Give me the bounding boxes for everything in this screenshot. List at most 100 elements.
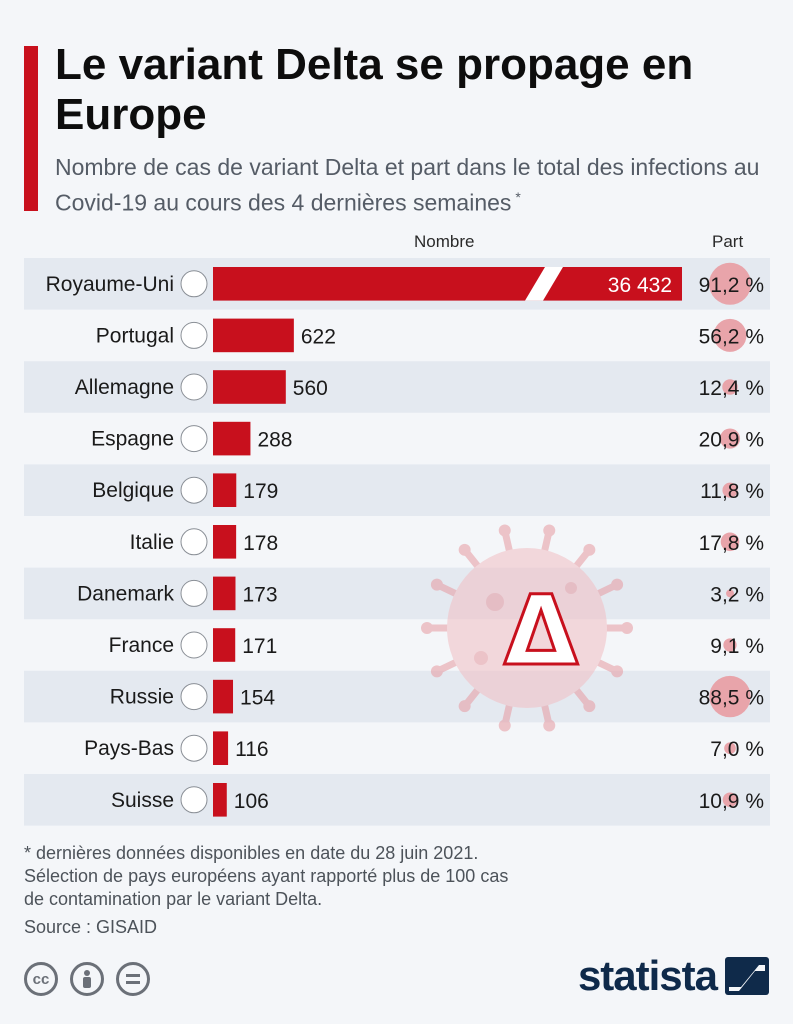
virus-spike-tip: [621, 622, 633, 634]
title-accent-bar: [24, 46, 38, 211]
footnote: * dernières données disponibles en date …: [24, 842, 764, 911]
share-circle: [720, 532, 740, 552]
category-label: Portugal: [96, 324, 174, 347]
column-header-share: Part: [712, 232, 744, 251]
footnote-line: de contamination par le variant Delta.: [24, 889, 323, 909]
category-label: Belgique: [92, 479, 174, 502]
bar: [213, 525, 237, 559]
share-circle: [724, 742, 736, 755]
bar: [213, 318, 294, 353]
virus-spike-tip: [430, 578, 443, 591]
source-note: Source : GISAID: [24, 917, 158, 937]
share-circle: [722, 792, 738, 808]
virus-spike-tip: [583, 700, 596, 713]
category-label: Royaume-Uni: [46, 273, 174, 296]
virus-spike-tip: [458, 700, 471, 713]
virus-spike-tip: [458, 543, 471, 556]
value-label: 154: [240, 687, 275, 710]
category-label: Russie: [110, 686, 174, 709]
virus-spike-tip: [421, 622, 433, 634]
share-label: 9,1 %: [710, 635, 764, 658]
person-icon[interactable]: [70, 962, 104, 996]
share-label: 11,8 %: [700, 480, 764, 503]
share-label: 3,2 %: [710, 583, 764, 606]
value-label: 288: [257, 429, 292, 452]
value-label: 116: [235, 738, 268, 761]
share-label: 10,9 %: [699, 790, 764, 813]
subtitle-text: Nombre de cas de variant Delta et part d…: [55, 154, 760, 216]
share-circle: [709, 675, 751, 718]
license-icons: cc: [24, 962, 150, 996]
statista-logo[interactable]: statista: [578, 952, 769, 1000]
virus-spot: [565, 582, 577, 594]
row-stripe: [24, 567, 770, 620]
bar: [213, 731, 229, 765]
bar: [213, 783, 227, 817]
row-stripe: [24, 670, 770, 723]
share-label: 12,4 %: [699, 377, 764, 400]
value-label: 178: [243, 532, 278, 555]
value-label: 179: [243, 480, 278, 503]
column-header-count: Nombre: [414, 232, 475, 251]
value-label: 171: [242, 635, 277, 658]
virus-spike-tip: [583, 543, 596, 556]
chart-subtitle: Nombre de cas de variant Delta et part d…: [55, 152, 775, 218]
category-label: Danemark: [77, 582, 174, 605]
footnote-line: Sélection de pays européens ayant rappor…: [24, 866, 509, 886]
category-label: Suisse: [111, 789, 174, 812]
virus-spike-tip: [498, 719, 511, 732]
value-label: 560: [293, 377, 328, 400]
virus-icon: [421, 524, 633, 732]
row-stripe: [24, 774, 770, 826]
bar: [213, 421, 251, 456]
virus-spike-tip: [543, 524, 556, 537]
virus-spike-tip: [430, 665, 443, 678]
share-label: 17,8 %: [699, 532, 764, 555]
virus-spike-tip: [543, 719, 556, 732]
flag-icon: [180, 786, 208, 814]
bar: [213, 267, 682, 301]
axis-break: [525, 267, 563, 301]
category-label: Pays-Bas: [84, 737, 174, 760]
flag-icon: [180, 631, 208, 659]
brand-name: statista: [577, 952, 718, 999]
statista-logo-icon: [725, 957, 769, 995]
row-stripe: [24, 464, 770, 516]
share-label: 20,9 %: [699, 429, 764, 452]
flag-icon: [180, 476, 208, 504]
flag-icon: [180, 270, 208, 298]
category-label: Espagne: [91, 428, 174, 451]
flag-icon: [180, 683, 208, 711]
share-label: 7,0 %: [710, 738, 764, 761]
bar: [213, 473, 237, 507]
category-label: Italie: [130, 531, 174, 554]
bar: [213, 679, 234, 714]
category-label: Allemagne: [75, 376, 174, 399]
delta-symbol: Δ: [504, 575, 578, 687]
virus-spike-tip: [498, 524, 511, 537]
virus-spot: [486, 593, 504, 611]
share-circle: [722, 482, 738, 498]
virus-spot: [474, 651, 488, 665]
value-label: 106: [234, 790, 269, 813]
virus-spike-tip: [611, 665, 624, 678]
category-label: France: [109, 634, 174, 657]
flag-icon: [180, 425, 208, 453]
flag-icon: [180, 528, 208, 556]
bar: [213, 370, 286, 404]
flag-icon: [180, 734, 208, 762]
value-label: 36 432: [608, 274, 672, 297]
share-circle: [722, 379, 738, 395]
share-label: 91,2 %: [699, 274, 764, 297]
share-label: 56,2 %: [699, 325, 764, 348]
bar-chart: Δ Royaume-Uni 36 432 91,2 % Portugal 622 56,2 …: [24, 258, 770, 826]
cc-icon[interactable]: cc: [24, 962, 58, 996]
bar: [213, 576, 236, 611]
chart-title: Le variant Delta se propage en Europe: [55, 40, 694, 139]
bar: [213, 628, 236, 662]
row-stripe: [24, 361, 770, 413]
value-label: 173: [242, 583, 277, 606]
share-circle: [726, 589, 734, 598]
share-circle: [708, 262, 752, 305]
equals-icon[interactable]: [116, 962, 150, 996]
